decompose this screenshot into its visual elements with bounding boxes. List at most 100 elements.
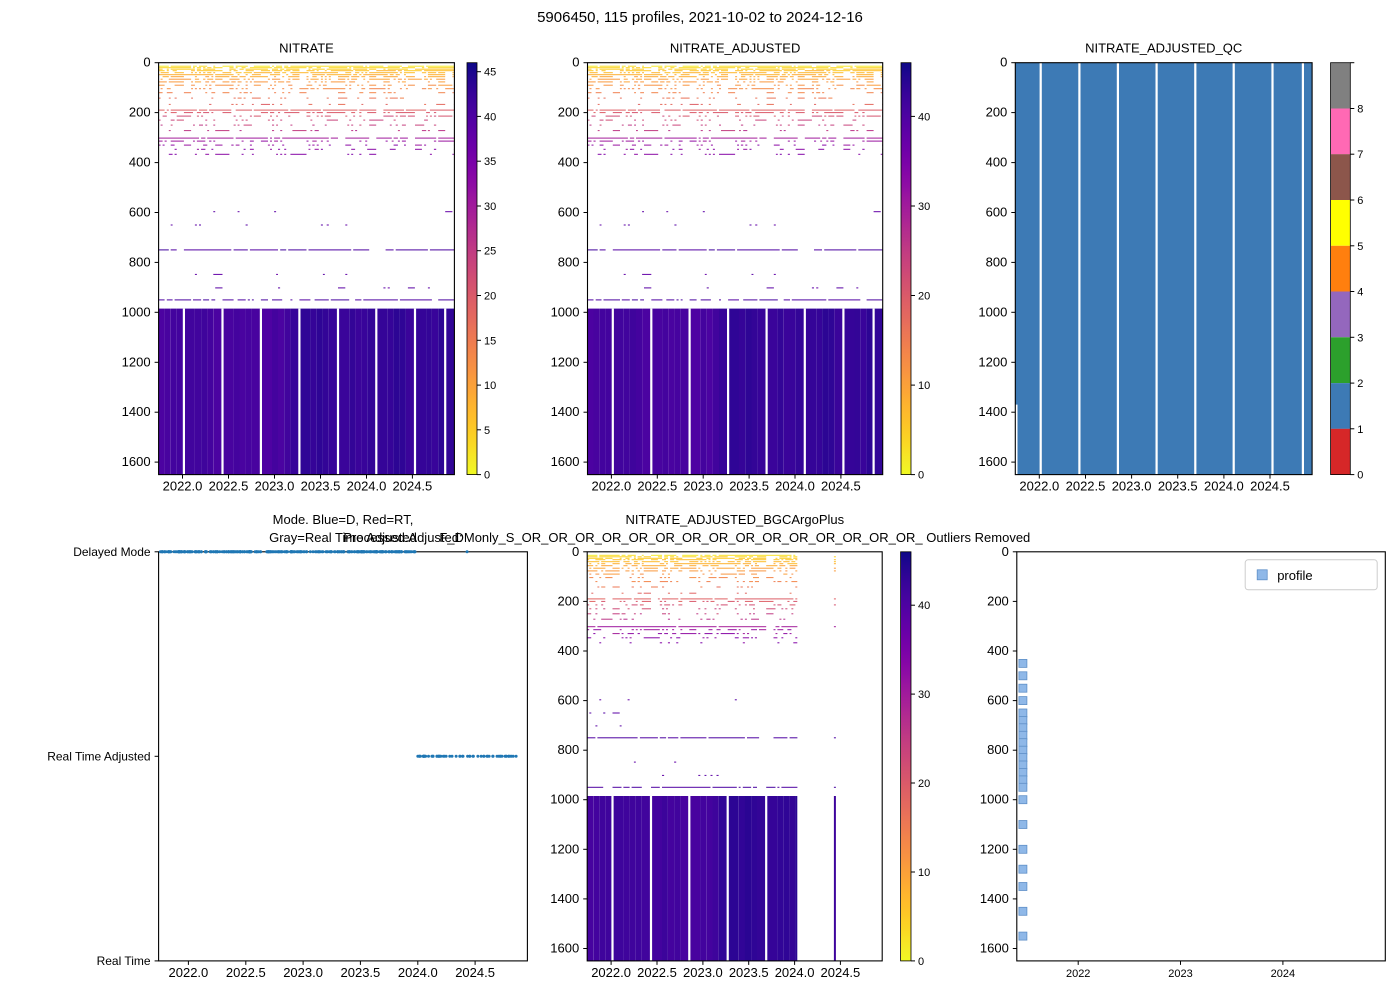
svg-text:1600: 1600 — [122, 454, 151, 469]
svg-text:2023.0: 2023.0 — [283, 965, 323, 980]
svg-text:10: 10 — [918, 380, 930, 392]
svg-text:200: 200 — [987, 593, 1009, 608]
svg-text:1200: 1200 — [550, 841, 579, 856]
svg-text:0: 0 — [1000, 55, 1007, 70]
svg-text:20: 20 — [484, 291, 496, 303]
svg-text:0: 0 — [1002, 544, 1009, 559]
svg-text:2023.5: 2023.5 — [341, 965, 381, 980]
svg-text:2024.0: 2024.0 — [347, 479, 387, 494]
svg-text:10: 10 — [484, 380, 496, 392]
svg-text:2022.5: 2022.5 — [637, 479, 677, 494]
svg-text:0: 0 — [572, 544, 579, 559]
svg-text:800: 800 — [557, 742, 579, 757]
svg-text:20: 20 — [918, 778, 930, 790]
svg-text:Processed:Adjusted:: Processed:Adjusted: — [343, 530, 462, 545]
svg-text:7: 7 — [1357, 149, 1363, 161]
svg-text:1200: 1200 — [978, 354, 1007, 369]
svg-text:2024.0: 2024.0 — [775, 479, 815, 494]
svg-text:1400: 1400 — [122, 404, 151, 419]
svg-text:2: 2 — [1357, 378, 1363, 390]
svg-text:profile: profile — [1277, 568, 1312, 583]
svg-text:600: 600 — [558, 205, 580, 220]
svg-text:2022: 2022 — [1066, 968, 1090, 980]
svg-text:10: 10 — [918, 867, 930, 879]
svg-text:2024.0: 2024.0 — [1204, 479, 1244, 494]
svg-text:1400: 1400 — [980, 891, 1009, 906]
svg-text:0: 0 — [918, 956, 924, 968]
svg-text:2024.5: 2024.5 — [455, 965, 495, 980]
svg-text:200: 200 — [129, 105, 151, 120]
svg-text:3: 3 — [1357, 332, 1363, 344]
svg-text:6: 6 — [1357, 195, 1363, 207]
svg-text:1000: 1000 — [122, 304, 151, 319]
svg-text:1000: 1000 — [980, 792, 1009, 807]
svg-text:NITRATE_ADJUSTED_BGCArgoPlus: NITRATE_ADJUSTED_BGCArgoPlus — [625, 512, 844, 527]
svg-text:800: 800 — [986, 254, 1008, 269]
svg-text:200: 200 — [557, 593, 579, 608]
svg-text:40: 40 — [484, 111, 496, 123]
svg-text:2022.0: 2022.0 — [163, 479, 203, 494]
svg-text:600: 600 — [129, 205, 151, 220]
svg-text:1000: 1000 — [551, 304, 580, 319]
svg-text:2024.5: 2024.5 — [821, 479, 861, 494]
svg-text:0: 0 — [918, 470, 924, 482]
svg-text:0: 0 — [484, 470, 490, 482]
svg-text:1000: 1000 — [978, 304, 1007, 319]
svg-text:2023: 2023 — [1168, 968, 1192, 980]
svg-text:2022.0: 2022.0 — [1019, 479, 1059, 494]
svg-text:1400: 1400 — [551, 404, 580, 419]
svg-text:0: 0 — [143, 55, 150, 70]
svg-text:2023.0: 2023.0 — [683, 479, 723, 494]
svg-text:1600: 1600 — [978, 454, 1007, 469]
svg-text:35: 35 — [484, 156, 496, 168]
svg-text:400: 400 — [986, 155, 1008, 170]
svg-text:2024: 2024 — [1271, 968, 1295, 980]
svg-text:2022.0: 2022.0 — [591, 965, 631, 980]
svg-text:1400: 1400 — [550, 891, 579, 906]
svg-text:1200: 1200 — [122, 354, 151, 369]
svg-text:800: 800 — [558, 254, 580, 269]
svg-text:2023.5: 2023.5 — [729, 965, 769, 980]
svg-text:0: 0 — [572, 55, 579, 70]
svg-text:2022.5: 2022.5 — [226, 965, 266, 980]
svg-text:Delayed Mode: Delayed Mode — [73, 545, 151, 559]
svg-text:2022.5: 2022.5 — [209, 479, 249, 494]
svg-text:2023.5: 2023.5 — [729, 479, 769, 494]
svg-text:2022.5: 2022.5 — [1066, 479, 1106, 494]
svg-text:400: 400 — [129, 155, 151, 170]
svg-text:F_DMonly_S_OR_OR_OR_OR_OR_OR_O: F_DMonly_S_OR_OR_OR_OR_OR_OR_OR_OR_OR_OR… — [439, 530, 1030, 545]
svg-text:Mode. Blue=D, Red=RT,: Mode. Blue=D, Red=RT, — [273, 512, 414, 527]
svg-text:800: 800 — [987, 742, 1009, 757]
svg-text:1200: 1200 — [551, 354, 580, 369]
svg-text:1200: 1200 — [980, 841, 1009, 856]
svg-text:5906450, 115 profiles, 2021-10: 5906450, 115 profiles, 2021-10-02 to 202… — [537, 9, 863, 26]
svg-text:Real Time: Real Time — [97, 954, 151, 968]
svg-text:8: 8 — [1357, 104, 1363, 116]
svg-text:1000: 1000 — [550, 792, 579, 807]
svg-text:15: 15 — [484, 335, 496, 347]
svg-text:600: 600 — [986, 205, 1008, 220]
svg-text:200: 200 — [558, 105, 580, 120]
svg-text:2022.0: 2022.0 — [592, 479, 632, 494]
svg-text:NITRATE_ADJUSTED_QC: NITRATE_ADJUSTED_QC — [1085, 41, 1242, 56]
svg-text:40: 40 — [918, 600, 930, 612]
svg-text:2024.5: 2024.5 — [821, 965, 861, 980]
svg-text:800: 800 — [129, 254, 151, 269]
svg-text:20: 20 — [918, 291, 930, 303]
svg-text:200: 200 — [986, 105, 1008, 120]
svg-text:400: 400 — [557, 643, 579, 658]
svg-text:30: 30 — [918, 201, 930, 213]
svg-text:2023.0: 2023.0 — [683, 965, 723, 980]
svg-text:NITRATE: NITRATE — [279, 41, 334, 56]
svg-text:2024.0: 2024.0 — [775, 965, 815, 980]
svg-text:2024.0: 2024.0 — [398, 965, 438, 980]
svg-text:1600: 1600 — [550, 941, 579, 956]
svg-text:400: 400 — [987, 643, 1009, 658]
svg-text:5: 5 — [484, 425, 490, 437]
svg-text:0: 0 — [1357, 470, 1363, 482]
svg-text:5: 5 — [1357, 241, 1363, 253]
svg-text:Real Time Adjusted: Real Time Adjusted — [47, 749, 150, 763]
svg-text:2023.5: 2023.5 — [1158, 479, 1198, 494]
svg-text:2023.5: 2023.5 — [301, 479, 341, 494]
svg-text:1600: 1600 — [551, 454, 580, 469]
